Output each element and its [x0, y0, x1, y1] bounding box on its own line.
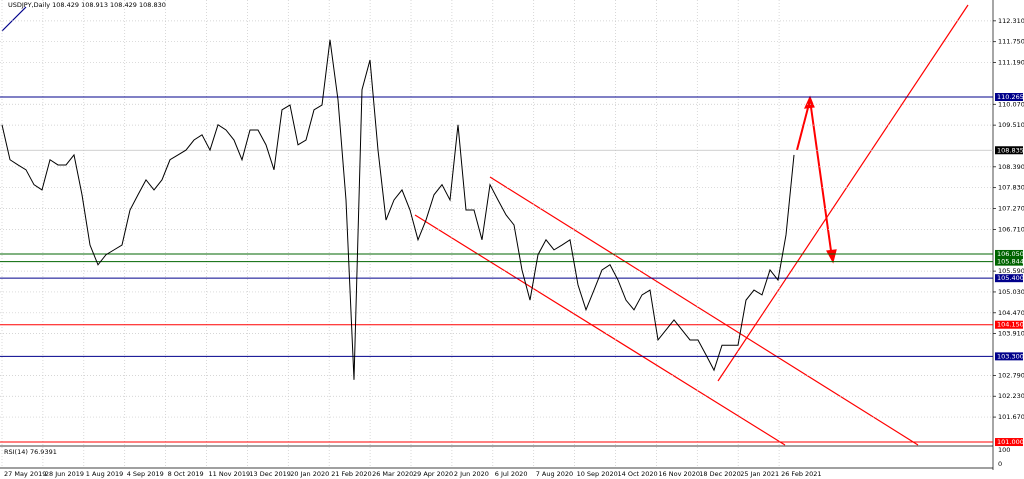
x-tick-label: 8 Oct 2019 [168, 470, 204, 478]
level-label: 110.265 [997, 93, 1024, 101]
level-label: 105.400 [997, 274, 1024, 282]
level-label: 105.844 [997, 258, 1024, 266]
x-tick-label: 13 Dec 2019 [249, 470, 291, 478]
x-tick-label: 16 Nov 2020 [658, 470, 700, 478]
y-tick-label: 112.310 [998, 17, 1024, 25]
x-tick-label: 18 Dec 2020 [699, 470, 741, 478]
y-tick-label: 106.710 [998, 225, 1024, 233]
level-label: 103.300 [997, 352, 1024, 360]
y-tick-label: 111.190 [998, 59, 1024, 67]
indicator-tick-label: 100 [998, 446, 1010, 454]
x-tick-label: 14 Oct 2020 [618, 470, 658, 478]
y-tick-label: 102.790 [998, 371, 1024, 379]
x-tick-label: 4 Sep 2019 [127, 470, 164, 478]
channel-lower [414, 214, 786, 446]
level-box [995, 274, 1023, 283]
x-tick-label: 28 Jun 2019 [45, 470, 84, 478]
arrow-head [804, 95, 815, 109]
channel-upper [489, 176, 919, 446]
current-price-box [995, 146, 1023, 155]
x-tick-label: 6 Jul 2020 [495, 470, 528, 478]
indicator-label: RSI(14) 76.9391 [4, 448, 57, 456]
y-tick-label: 109.510 [998, 121, 1024, 129]
level-label: 106.050 [997, 250, 1024, 258]
y-tick-label: 104.470 [998, 309, 1024, 317]
y-tick-label: 110.070 [998, 100, 1024, 108]
x-tick-label: 2 Jun 2020 [454, 470, 489, 478]
indicator-tick-label: 0 [998, 460, 1002, 468]
x-tick-label: 20 Jan 2020 [290, 470, 329, 478]
arrow-head [826, 249, 837, 264]
level-label: 101.000 [997, 438, 1024, 446]
x-tick-label: 11 Nov 2019 [209, 470, 251, 478]
drawn-line [1, 6, 27, 32]
analysis-drawings [414, 4, 969, 446]
level-box [995, 352, 1023, 361]
level-box [995, 257, 1023, 266]
x-tick-label: 29 Apr 2020 [413, 470, 453, 478]
x-tick-label: 10 Sep 2020 [577, 470, 618, 478]
x-tick-label: 1 Aug 2019 [86, 470, 124, 478]
y-tick-label: 101.670 [998, 413, 1024, 421]
level-label: 104.150 [997, 321, 1024, 329]
y-tick-label: 107.830 [998, 184, 1024, 192]
chart-header: USDJPY,Daily 108.429 108.913 108.429 108… [8, 1, 166, 9]
y-tick-label: 102.230 [998, 392, 1024, 400]
y-tick-label: 105.590 [998, 267, 1024, 275]
level-box [995, 93, 1023, 102]
x-tick-label: 7 Aug 2020 [536, 470, 574, 478]
y-tick-label: 107.270 [998, 205, 1024, 213]
level-box [995, 249, 1023, 258]
x-tick-label: 26 Feb 2021 [781, 470, 821, 478]
x-tick-label: 21 Feb 2020 [331, 470, 371, 478]
level-box [995, 438, 1023, 447]
x-tick-label: 26 Mar 2020 [372, 470, 413, 478]
level-box [995, 320, 1023, 329]
y-tick-label: 111.750 [998, 38, 1024, 46]
x-tick-label: 25 Jan 2021 [740, 470, 779, 478]
y-tick-label: 108.390 [998, 163, 1024, 171]
price-line [1, 39, 795, 380]
x-tick-label: 27 May 2019 [4, 470, 46, 478]
trendline [717, 4, 969, 382]
y-tick-label: 103.910 [998, 330, 1024, 338]
current-price-label: 108.835 [997, 146, 1024, 154]
y-tick-label: 105.030 [998, 288, 1024, 296]
